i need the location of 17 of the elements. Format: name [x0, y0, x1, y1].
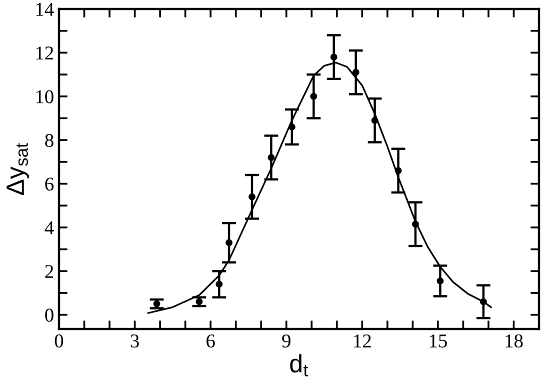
- y-tick-label: 12: [36, 46, 54, 60]
- x-tick-label: 0: [54, 334, 64, 348]
- x-tick-label: 6: [206, 334, 215, 348]
- x-tick-label: 12: [354, 334, 371, 348]
- y-tick-label: 14: [36, 2, 54, 16]
- y-tick-label: 6: [45, 178, 54, 191]
- x-axis-title: d$_{t}$: [290, 354, 308, 376]
- x-tick-label: 9: [282, 334, 290, 348]
- y-tick-label: 2: [45, 264, 54, 278]
- y-tick-label: 10: [36, 90, 54, 104]
- x-tick-label: 18: [506, 334, 523, 348]
- y-tick-label: 0: [45, 308, 54, 322]
- y-tick-label: 4: [44, 221, 54, 234]
- y-axis-title: Δy$_{sat}$: [6, 143, 30, 196]
- y-tick-label: 8: [45, 134, 54, 147]
- x-tick-label: 3: [130, 334, 139, 348]
- x-tick-label: 15: [430, 334, 447, 348]
